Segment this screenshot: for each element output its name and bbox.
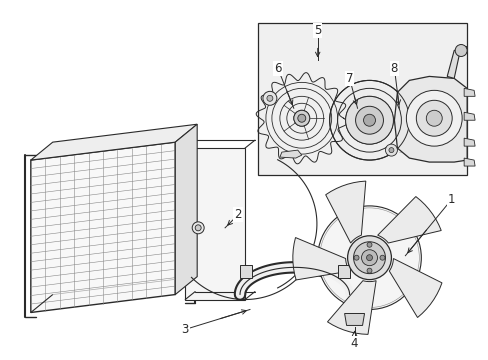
Polygon shape — [337, 265, 349, 278]
Polygon shape — [388, 258, 441, 318]
Polygon shape — [185, 148, 244, 300]
Polygon shape — [463, 138, 474, 146]
Polygon shape — [394, 76, 466, 162]
Circle shape — [266, 95, 272, 101]
Polygon shape — [240, 265, 251, 278]
Polygon shape — [377, 197, 440, 243]
Circle shape — [415, 100, 451, 136]
Polygon shape — [463, 158, 474, 166]
Circle shape — [297, 114, 305, 122]
Text: 1: 1 — [447, 193, 454, 206]
Circle shape — [345, 96, 393, 144]
Circle shape — [366, 255, 372, 261]
Circle shape — [317, 206, 421, 310]
Polygon shape — [447, 46, 466, 78]
Polygon shape — [292, 238, 349, 280]
Circle shape — [353, 255, 358, 260]
Circle shape — [195, 225, 201, 231]
Polygon shape — [31, 124, 197, 160]
Text: 2: 2 — [234, 208, 241, 221]
Circle shape — [361, 250, 377, 266]
Circle shape — [329, 80, 408, 160]
Circle shape — [454, 45, 466, 57]
Circle shape — [379, 255, 384, 260]
Polygon shape — [31, 142, 175, 312]
Circle shape — [347, 236, 390, 280]
Text: 6: 6 — [274, 62, 281, 75]
Polygon shape — [327, 281, 375, 334]
Text: 8: 8 — [390, 62, 397, 75]
Circle shape — [406, 90, 461, 146]
Circle shape — [366, 242, 371, 247]
Circle shape — [366, 268, 371, 273]
Circle shape — [263, 91, 276, 105]
Circle shape — [192, 222, 203, 234]
Polygon shape — [463, 88, 474, 96]
Bar — [258, 23, 466, 175]
Text: 7: 7 — [345, 72, 353, 85]
Text: 4: 4 — [350, 337, 358, 350]
Circle shape — [355, 106, 383, 134]
Circle shape — [385, 144, 397, 156]
Text: 5: 5 — [313, 24, 321, 37]
Circle shape — [363, 114, 375, 126]
Circle shape — [388, 148, 393, 153]
Polygon shape — [325, 181, 365, 243]
Circle shape — [426, 110, 441, 126]
Circle shape — [353, 242, 385, 274]
Polygon shape — [463, 112, 474, 120]
Polygon shape — [175, 124, 197, 294]
Circle shape — [293, 110, 309, 126]
Text: 3: 3 — [181, 323, 188, 336]
Polygon shape — [344, 314, 364, 325]
Polygon shape — [279, 150, 301, 158]
